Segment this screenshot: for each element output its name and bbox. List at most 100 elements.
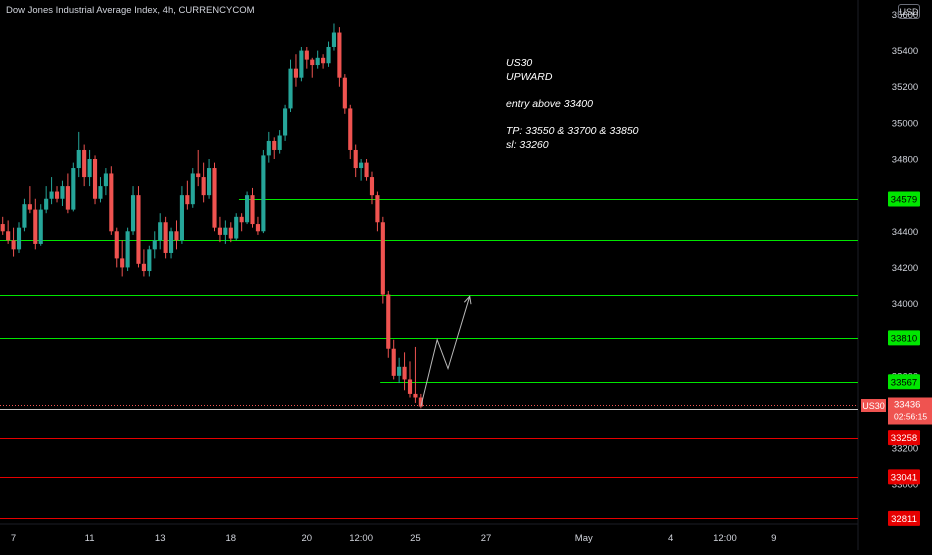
candle-body-down [11,240,16,250]
candle [201,162,206,203]
candle-body-up [44,198,49,210]
candle [293,54,299,87]
candle [250,187,255,228]
candle-body-up [397,366,402,376]
level-badge-green: 33810 [888,330,920,346]
trade-note-line: entry above 33400 [506,97,593,110]
level-badge-green-bg [888,330,920,346]
candle [11,227,16,257]
candle [158,213,163,250]
candle [120,240,125,277]
level-badge-red: 32811 [888,510,920,526]
candle-body-down [27,204,32,210]
candle [114,227,119,268]
candle-body-up [261,155,266,232]
candle-body-up [38,209,43,244]
candle-body-up [315,57,320,66]
candle-body-up [71,168,76,210]
candle [174,220,179,250]
candle-body-up [125,231,130,268]
candle-body-down [418,397,423,407]
price-tick-label: 35400 [892,46,918,57]
level-badge-red-text: 32811 [891,514,917,525]
candle [315,50,320,69]
candle-body-up [103,173,108,187]
candle [98,177,103,203]
candle-body-down [109,173,114,232]
candle [92,155,98,205]
candle [304,46,309,69]
price-tick-label: 35200 [892,82,918,93]
candle [353,144,358,178]
candle [326,41,331,67]
candle-body-up [283,108,288,136]
candle [348,104,353,160]
candle-body-down [380,222,385,295]
candle-body-up [49,191,54,199]
candle-body-down [228,227,233,239]
candle-body-down [375,195,380,223]
candle-body-down [163,222,168,253]
candle-body-up [359,162,364,169]
candle-body-down [239,216,244,223]
candle [283,104,288,141]
candle-body-up [168,231,174,253]
candle-body-down [114,231,119,259]
price-tick-label: 34200 [892,263,918,274]
level-badge-green-bg [888,374,920,390]
time-tick-label: 12:00 [713,533,737,544]
candle [337,27,342,87]
candle [103,168,108,196]
candle-body-down [353,149,358,169]
candle [391,339,396,380]
candle-body-down [0,224,5,232]
candle [65,173,70,214]
candle [217,216,222,243]
candle-body-up [16,227,22,250]
candle-body-down [196,173,201,178]
current-price-text: 33436 [894,400,920,411]
candle [22,198,27,232]
level-badge-green: 34579 [888,191,920,207]
candle [261,149,266,234]
candle [369,171,375,205]
candle [375,191,380,232]
symbol-label-bg [861,399,886,412]
candle [386,290,391,358]
level-badge-red: 33041 [888,469,920,485]
time-tick-label: 4 [668,533,673,544]
candle [239,213,244,232]
projection-line [420,296,471,407]
candle-body-down [402,366,407,380]
candle [299,46,304,82]
time-axis[interactable]: 7 11 13 18 20 12:00 25 27 May 4 12:00 9 [11,533,777,544]
candle-body-down [65,186,70,210]
candle-body-down [82,149,87,178]
level-badge-green-text: 33567 [891,377,917,388]
level-badge-red: 33258 [888,430,920,446]
candle [277,130,282,154]
candle-body-up [223,227,228,235]
candle-body-down [185,195,190,205]
candle [6,220,11,244]
candle-body-up [22,204,27,228]
candle-body-down [348,108,353,150]
candle-body-up [326,46,331,64]
candle [223,220,228,244]
level-badge-red-bg [888,469,920,485]
candle-body-up [266,140,271,156]
candle-body-up [288,68,293,109]
currency-badge[interactable]: USD [898,4,920,19]
candle [16,222,22,253]
candle-body-down [391,348,396,376]
level-badge-green-text: 34579 [891,194,917,205]
candle-body-down [255,224,261,232]
trade-note-line: sl: 33260 [506,138,549,151]
candle-body-down [310,59,315,66]
candle [407,361,413,398]
candle-body-up [277,135,282,150]
candle [44,186,49,214]
candle-body-up [76,149,81,169]
